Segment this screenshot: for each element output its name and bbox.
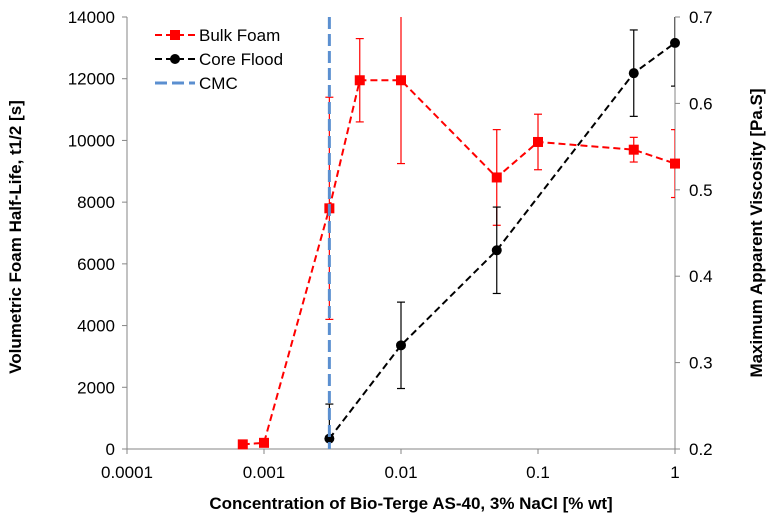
y2-tick-label: 0.5 (689, 181, 713, 200)
legend-label: Bulk Foam (199, 26, 280, 45)
data-point (628, 144, 639, 155)
legend-item: CMC (155, 74, 238, 93)
data-point (670, 37, 680, 48)
x-axis-title: Concentration of Bio-Terge AS-40, 3% NaC… (209, 494, 612, 513)
y-axis-left: 0 2000 4000 6000 8000 10000 12000 14000 (68, 8, 127, 459)
y-tick-label: 8000 (77, 193, 115, 212)
legend-label: CMC (199, 74, 238, 93)
y-axis-right-title: Maximum Apparent Viscosity [Pa.S] (747, 88, 766, 377)
data-point (670, 158, 680, 169)
data-point (491, 245, 502, 256)
data-point (259, 437, 269, 448)
series-bulk-foam (237, 17, 680, 450)
y-axis-left-title: Volumetric Foam Half-Life, t1/2 [s] (6, 100, 25, 374)
data-point (533, 136, 543, 147)
legend-item: Bulk Foam (155, 26, 280, 45)
data-point (354, 75, 365, 86)
x-tick-label: 1 (670, 463, 679, 482)
legend: Bulk Foam Core Flood CMC (155, 26, 283, 93)
y2-tick-label: 0.2 (689, 440, 713, 459)
data-point (324, 433, 335, 444)
y2-tick-label: 0.6 (689, 94, 713, 113)
error-bar (671, 17, 675, 87)
y-tick-label: 10000 (68, 131, 115, 150)
legend-marker (170, 54, 180, 64)
y-tick-label: 0 (106, 440, 115, 459)
legend-item: Core Flood (155, 50, 283, 69)
x-axis: 0.0001 0.001 0.01 0.1 1 (101, 449, 680, 482)
series-line (328, 42, 675, 440)
y2-tick-label: 0.4 (689, 267, 713, 286)
data-point (237, 439, 248, 450)
y-tick-label: 4000 (77, 317, 115, 336)
x-tick-label: 0.001 (243, 463, 286, 482)
data-point (491, 172, 502, 183)
data-point (396, 340, 406, 351)
y-tick-label: 14000 (68, 8, 115, 27)
error-bar (671, 129, 675, 199)
y2-tick-label: 0.3 (689, 354, 713, 373)
legend-marker (170, 30, 180, 40)
y-tick-label: 2000 (77, 378, 115, 397)
y-tick-label: 12000 (68, 70, 115, 89)
error-bar (397, 17, 405, 165)
x-tick-label: 0.0001 (101, 463, 153, 482)
x-tick-label: 0.1 (526, 463, 550, 482)
y-tick-label: 6000 (77, 255, 115, 274)
y-axis-right: 0.2 0.3 0.4 0.5 0.6 0.7 (675, 8, 713, 459)
legend-label: Core Flood (199, 50, 283, 69)
series-layer (237, 17, 680, 450)
series-core-flood (324, 17, 680, 449)
data-point (396, 75, 406, 86)
x-tick-label: 0.01 (384, 463, 417, 482)
data-point (628, 68, 639, 79)
series-line (242, 79, 675, 446)
y2-tick-label: 0.7 (689, 8, 713, 27)
